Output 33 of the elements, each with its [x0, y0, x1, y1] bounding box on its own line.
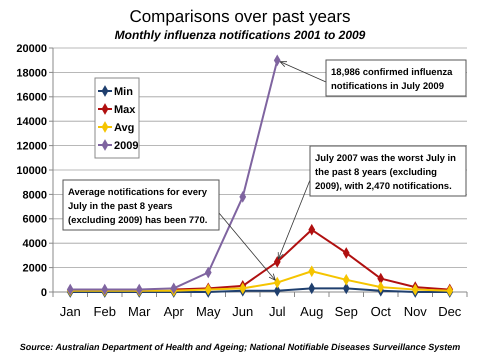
- x-tick-label: Sep: [334, 304, 358, 319]
- x-tick-label: Oct: [370, 304, 392, 319]
- y-tick-label: 8000: [22, 189, 47, 202]
- y-tick-label: 6000: [22, 214, 47, 226]
- legend-label: Max: [114, 104, 136, 116]
- legend-label: Min: [114, 86, 134, 98]
- x-tick-label: Apr: [164, 304, 185, 319]
- y-tick-label: 2000: [22, 262, 47, 274]
- x-tick-label: May: [196, 304, 222, 319]
- x-tick-label: Jun: [232, 304, 254, 319]
- x-tick-label: Aug: [300, 304, 324, 319]
- y-tick-label: 16000: [16, 92, 47, 104]
- x-tick-label: Jan: [60, 304, 81, 319]
- x-tick-label: Nov: [404, 304, 428, 319]
- legend-label: Avg: [114, 122, 134, 134]
- x-tick-label: Jul: [268, 304, 286, 319]
- annotation: Average notifications for every July in the past 8 years (excluding 2009) has been 770.: [68, 187, 208, 226]
- annotation: July 2007 was the worst July in the past 8 years (excluding 2009), with 2,470 notifications.: [315, 153, 456, 192]
- source-note: Source: Australian Department of Health and Ageing; National Notifiable Diseases Surveillance System: [20, 342, 460, 352]
- x-tick-label: Dec: [438, 304, 462, 319]
- chart-title: Comparisons over past years: [129, 7, 351, 26]
- annotation: 18,986 confirmed influenza notifications in July 2009: [331, 67, 454, 92]
- y-tick-label: 4000: [22, 238, 47, 250]
- y-tick-label: 0: [40, 286, 47, 299]
- y-tick-label: 20000: [16, 42, 47, 55]
- y-tick-label: 10000: [16, 164, 47, 177]
- y-tick-label: 12000: [16, 140, 47, 152]
- x-tick-label: Mar: [128, 304, 152, 319]
- x-tick-label: Feb: [94, 304, 116, 319]
- chart-subtitle: Monthly influenza notifications 2001 to 2009: [114, 28, 366, 42]
- y-tick-label: 14000: [16, 116, 47, 128]
- legend-label: 2009: [114, 140, 138, 152]
- y-tick-label: 18000: [16, 67, 47, 80]
